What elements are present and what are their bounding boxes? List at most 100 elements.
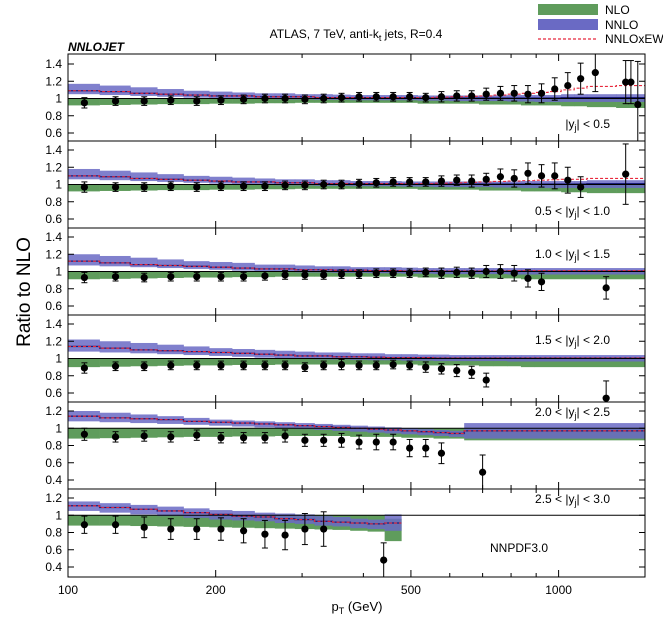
data-point bbox=[140, 362, 148, 370]
y-tick-label: 0.6 bbox=[45, 543, 62, 557]
data-point bbox=[482, 267, 490, 276]
data-point bbox=[80, 183, 88, 191]
rapidity-label: 1.5 < |yj| < 2.0 bbox=[535, 333, 610, 349]
panel-plot-area bbox=[68, 54, 645, 141]
panels-layer: |yj| < 0.5 0.5 < |yj| < 1.0 1.0 < |yj| < 1… bbox=[68, 54, 645, 577]
y-tick-label: 1.2 bbox=[45, 491, 62, 505]
data-point bbox=[281, 271, 289, 279]
data-point bbox=[261, 272, 269, 280]
data-point bbox=[167, 96, 175, 104]
data-point bbox=[406, 361, 414, 369]
nlo-band-bin bbox=[534, 271, 645, 280]
nnlo-band-bin bbox=[68, 168, 100, 180]
data-point bbox=[281, 361, 289, 369]
data-point bbox=[389, 269, 397, 277]
data-point bbox=[167, 433, 175, 441]
data-point bbox=[537, 172, 546, 180]
data-point bbox=[482, 90, 490, 98]
legend-nnlo-label: NNLO bbox=[605, 18, 638, 32]
panel-2: 0.5 < |yj| < 1.0 bbox=[68, 143, 645, 220]
data-point bbox=[140, 97, 148, 105]
pdf-label: NNPDF3.0 bbox=[490, 541, 548, 555]
data-point bbox=[437, 177, 446, 185]
nnlo-band-bin bbox=[99, 85, 131, 96]
data-point bbox=[281, 531, 289, 539]
data-point bbox=[320, 180, 328, 189]
rapidity-label: 0.5 < |yj| < 1.0 bbox=[535, 204, 610, 220]
y-tick-label: 1 bbox=[55, 421, 62, 435]
y-tick-label: 1.4 bbox=[45, 57, 62, 71]
nlo-band-bin bbox=[586, 184, 617, 194]
nnlo-band-bin bbox=[209, 262, 233, 270]
y-tick-label: 0.8 bbox=[45, 369, 62, 383]
data-point bbox=[193, 525, 201, 533]
data-point bbox=[301, 436, 309, 444]
data-point bbox=[591, 69, 599, 77]
nnlo-band-bin bbox=[183, 261, 210, 269]
data-point bbox=[167, 182, 175, 190]
panel-3: 1.0 < |yj| < 1.5 bbox=[68, 247, 645, 300]
data-point bbox=[406, 178, 414, 186]
nlo-band-bin bbox=[507, 358, 522, 367]
nlo-band-bin bbox=[350, 428, 368, 437]
nnloxew-line bbox=[68, 260, 645, 272]
data-point bbox=[217, 525, 225, 533]
y-tick-label: 0.8 bbox=[45, 195, 62, 209]
nnlo-band-bin bbox=[254, 264, 276, 272]
panel-5: 2.0 < |yj| < 2.5 bbox=[68, 405, 645, 489]
data-point bbox=[422, 94, 430, 102]
data-point bbox=[437, 449, 446, 457]
nnlo-band-bin bbox=[157, 89, 184, 97]
data-point bbox=[389, 360, 397, 369]
y-tick-label: 1.4 bbox=[45, 143, 62, 157]
data-point bbox=[301, 181, 309, 189]
panel-6: 2.5 < |yj| < 3.0 bbox=[68, 492, 645, 577]
data-point bbox=[627, 78, 635, 86]
data-point bbox=[111, 183, 120, 191]
data-point bbox=[496, 89, 505, 97]
data-point bbox=[111, 521, 120, 529]
data-point bbox=[80, 430, 88, 438]
data-point bbox=[479, 468, 487, 476]
y-tick-label: 1 bbox=[55, 352, 62, 366]
data-point bbox=[551, 172, 559, 180]
nnlo-band-bin bbox=[232, 177, 255, 185]
data-point bbox=[167, 361, 175, 369]
nlo-band-bin bbox=[493, 98, 508, 105]
data-point bbox=[622, 78, 630, 86]
data-point bbox=[240, 273, 248, 281]
data-point bbox=[422, 363, 430, 371]
data-point bbox=[217, 96, 225, 104]
legend: NLO NNLO NNLOxEW bbox=[538, 3, 663, 46]
data-point bbox=[372, 179, 380, 187]
y-tick-label: 0.8 bbox=[45, 439, 62, 453]
y-tick-label: 1.4 bbox=[45, 317, 62, 331]
data-point bbox=[240, 527, 248, 535]
y-tick-label: 0.8 bbox=[45, 526, 62, 540]
y-tick-label: 1 bbox=[55, 508, 62, 522]
nlo-band-bin bbox=[586, 98, 617, 108]
data-point bbox=[453, 92, 461, 100]
x-tick-label: 100 bbox=[58, 583, 78, 597]
data-point bbox=[453, 366, 461, 375]
y-tick-label: 1.2 bbox=[45, 74, 62, 88]
panel-plot-area bbox=[68, 254, 645, 300]
data-point bbox=[80, 273, 88, 282]
nlo-band-bin bbox=[433, 358, 450, 366]
nlo-band-bin bbox=[449, 358, 465, 366]
data-point bbox=[437, 93, 446, 101]
nlo-band-bin bbox=[616, 184, 645, 194]
rapidity-label: 2.0 < |yj| < 2.5 bbox=[535, 405, 610, 421]
nlo-band-bin bbox=[478, 358, 494, 367]
nlo-band-bin bbox=[574, 98, 588, 107]
nnlo-band-bin bbox=[130, 87, 158, 96]
nnlo-band-bin bbox=[130, 172, 158, 182]
data-point bbox=[622, 170, 630, 178]
nnlo-band-bin bbox=[209, 91, 233, 99]
data-point bbox=[301, 271, 309, 279]
data-point bbox=[602, 394, 610, 402]
nlo-band-bin bbox=[294, 428, 315, 437]
nlo-band-bin bbox=[332, 428, 351, 437]
data-point bbox=[80, 521, 88, 529]
data-point bbox=[193, 183, 201, 191]
